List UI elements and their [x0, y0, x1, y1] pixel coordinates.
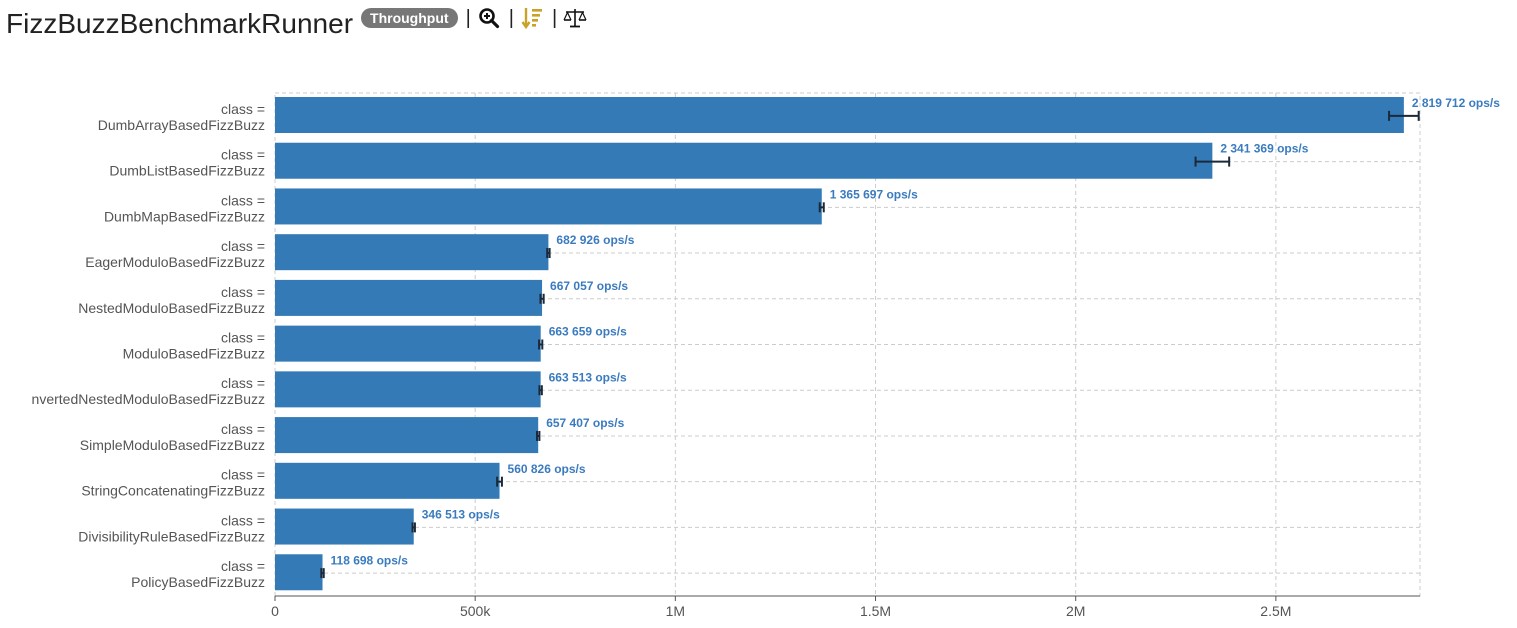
data-label: 560 826 ops/s	[508, 462, 586, 476]
category-prefix-label: class =	[221, 421, 265, 437]
data-label: 657 407 ops/s	[546, 416, 624, 430]
bar	[275, 97, 1404, 133]
bar	[275, 554, 323, 591]
category-label: DumbArrayBasedFizzBuzz	[98, 117, 265, 133]
bar	[275, 508, 414, 545]
toolbar-divider: |	[465, 6, 471, 29]
category-prefix-label: class =	[221, 192, 265, 208]
x-tick-label: 500k	[460, 603, 491, 619]
scale-balance-icon[interactable]	[563, 6, 587, 30]
category-prefix-label: class =	[221, 375, 265, 391]
bar	[275, 188, 822, 225]
category-prefix-label: class =	[221, 330, 265, 346]
bar	[275, 279, 543, 316]
bar	[275, 371, 541, 408]
category-prefix-label: class =	[221, 147, 265, 163]
category-prefix-label: class =	[221, 284, 265, 300]
data-label: 663 659 ops/s	[549, 325, 627, 339]
category-label: DumbListBasedFizzBuzz	[109, 163, 265, 179]
bar	[275, 142, 1213, 179]
data-label: 663 513 ops/s	[549, 370, 627, 384]
bar	[275, 417, 539, 454]
category-prefix-label: class =	[221, 558, 265, 574]
chart-header: FizzBuzzBenchmarkRunner Throughput | | |	[6, 4, 587, 44]
toolbar-divider: |	[551, 6, 558, 29]
category-label: ModuloBasedFizzBuzz	[123, 346, 265, 362]
category-label: nvertedNestedModuloBasedFizzBuzz	[32, 391, 265, 407]
category-prefix-label: class =	[221, 238, 265, 254]
data-label: 682 926 ops/s	[556, 233, 634, 247]
x-tick-label: 2.5M	[1260, 603, 1291, 619]
data-label: 1 365 697 ops/s	[830, 187, 918, 201]
category-label: PolicyBasedFizzBuzz	[131, 574, 265, 590]
x-tick-label: 2M	[1066, 603, 1085, 619]
sort-descending-icon[interactable]	[520, 6, 544, 30]
category-label: SimpleModuloBasedFizzBuzz	[80, 437, 265, 453]
bar	[275, 325, 541, 362]
data-label: 667 057 ops/s	[550, 279, 628, 293]
data-label: 2 341 369 ops/s	[1220, 142, 1308, 156]
page-title: FizzBuzzBenchmarkRunner	[6, 8, 354, 39]
mode-badge[interactable]: Throughput	[361, 8, 458, 28]
data-label: 118 698 ops/s	[331, 553, 409, 567]
category-prefix-label: class =	[221, 512, 265, 528]
x-tick-label: 1M	[666, 603, 685, 619]
category-label: DumbMapBasedFizzBuzz	[104, 208, 265, 224]
toolbar-divider: |	[508, 6, 514, 29]
x-tick-label: 1.5M	[860, 603, 891, 619]
category-label: StringConcatenatingFizzBuzz	[81, 483, 265, 499]
x-tick-label: 0	[271, 603, 279, 619]
data-label: 346 513 ops/s	[422, 508, 500, 522]
category-label: EagerModuloBasedFizzBuzz	[85, 254, 265, 270]
category-prefix-label: class =	[221, 467, 265, 483]
zoom-in-icon[interactable]	[477, 6, 501, 30]
bar	[275, 234, 549, 271]
category-label: DivisibilityRuleBasedFizzBuzz	[78, 528, 265, 544]
data-label: 2 819 712 ops/s	[1412, 96, 1500, 110]
category-prefix-label: class =	[221, 101, 265, 117]
bar	[275, 462, 500, 499]
category-label: NestedModuloBasedFizzBuzz	[78, 300, 265, 316]
